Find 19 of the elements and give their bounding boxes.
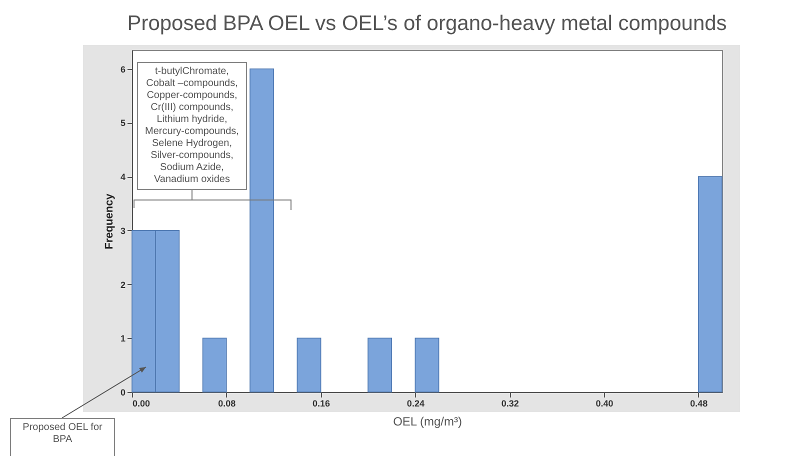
x-tick-label: 0.16 (312, 398, 330, 408)
text: Proposed OEL for BPA (10, 418, 115, 456)
y-tick-label: 1 (120, 334, 126, 344)
x-tick-label: 0.40 (596, 398, 614, 408)
y-tick-label: 5 (120, 118, 126, 128)
x-tick-label: 0.00 (132, 398, 150, 408)
x-tick-label: 0.32 (501, 398, 519, 408)
y-tick-label: 2 (120, 280, 126, 290)
y-tick-label: 6 (120, 64, 126, 74)
x-tick-label: 0.24 (406, 398, 424, 408)
x-axis-title: OEL (mg/m³) (393, 414, 462, 428)
y-tick-label: 0 (120, 388, 126, 398)
y-tick-label: 4 (120, 172, 126, 182)
y-tick-label: 3 (120, 226, 126, 236)
y-axis-title: Frequency (103, 192, 116, 250)
text: t-butylChromate, Cobalt –compounds, Copper-compounds, Cr(III) compounds, Lithium hydride, Mercury-compounds, Selene Hydrogen, Silver-compounds, Sodium Azide, Vanadium oxides (145, 66, 239, 185)
x-tick-label: 0.08 (218, 398, 236, 408)
chart-title: Proposed BPA OEL vs OEL’s of organo-heavy metal compounds (127, 12, 727, 35)
x-tick-label: 0.48 (690, 398, 708, 408)
